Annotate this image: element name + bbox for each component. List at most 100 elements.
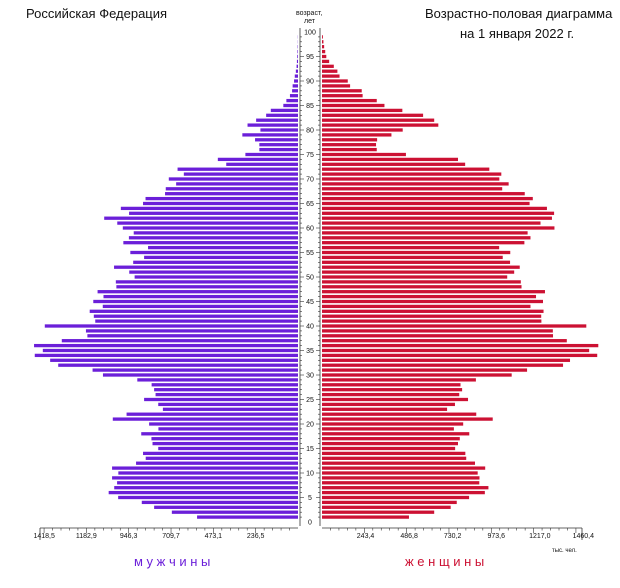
female-bar-age-17 — [322, 437, 460, 441]
female-bar-age-67 — [322, 192, 525, 196]
male-bar-age-55 — [130, 250, 298, 255]
female-bar-age-16 — [322, 441, 458, 446]
male-bar-age-34 — [34, 353, 298, 358]
male-bar-age-46 — [103, 294, 298, 299]
age-axis-label-unit: лет — [304, 18, 315, 25]
male-bar-age-68 — [165, 187, 298, 191]
female-tick-label: 730,2 — [444, 533, 462, 540]
male-bar-age-9 — [112, 476, 298, 480]
male-bar-age-33 — [50, 358, 298, 362]
female-bar-age-2 — [322, 510, 435, 514]
male-bar-age-84 — [270, 108, 298, 113]
male-tick-label: 1182,9 — [76, 533, 97, 540]
male-bar-age-30 — [102, 373, 299, 377]
female-bar-age-90 — [322, 79, 348, 83]
female-bar-age-64 — [322, 206, 547, 211]
female-bar-age-60 — [322, 226, 555, 230]
female-bar-age-22 — [322, 412, 477, 416]
male-bar-age-90 — [294, 79, 298, 83]
female-bar-age-70 — [322, 177, 500, 181]
female-bar-age-71 — [322, 172, 502, 176]
age-tick-label: 60 — [306, 226, 314, 233]
female-bar-age-52 — [322, 265, 520, 269]
female-bar-age-30 — [322, 373, 512, 377]
male-bar-age-29 — [137, 378, 298, 382]
female-bar-age-8 — [322, 481, 480, 485]
legend-male: м у ж ч и н ы — [134, 554, 211, 569]
female-bar-age-23 — [322, 407, 448, 411]
male-bar-age-86 — [286, 98, 298, 103]
male-bar-age-93 — [296, 64, 298, 68]
age-tick-label: 0 — [308, 520, 312, 527]
female-bar-age-74 — [322, 157, 458, 162]
male-bar-age-22 — [126, 412, 298, 416]
male-bar-age-66 — [145, 196, 298, 201]
male-tick-label: 1418,5 — [33, 533, 55, 540]
male-bar-age-19 — [158, 427, 298, 431]
female-bar-age-45 — [322, 299, 543, 304]
male-bar-age-13 — [145, 456, 298, 460]
female-bar-age-66 — [322, 196, 533, 201]
female-bar-age-54 — [322, 255, 503, 260]
female-bar-age-40 — [322, 324, 587, 328]
male-bar-age-39 — [85, 329, 299, 333]
female-bar-age-37 — [322, 339, 567, 343]
male-bar-age-4 — [141, 500, 298, 505]
male-bar-age-72 — [177, 167, 298, 171]
female-bar-age-4 — [322, 500, 457, 505]
female-bar-age-33 — [322, 358, 571, 362]
male-bar-age-36 — [34, 343, 298, 348]
male-bar-age-58 — [128, 236, 298, 240]
age-tick-label: 10 — [306, 471, 314, 478]
male-bar-age-76 — [259, 147, 298, 152]
male-bar-age-82 — [256, 118, 298, 122]
female-bar-age-9 — [322, 476, 480, 480]
female-bar-age-63 — [322, 211, 555, 215]
male-bar-age-8 — [117, 481, 298, 485]
male-bar-age-41 — [95, 319, 299, 323]
male-bar-age-96 — [297, 49, 298, 54]
female-bar-age-24 — [322, 402, 455, 407]
female-bar-age-78 — [322, 138, 378, 142]
female-bar-age-87 — [322, 94, 363, 98]
female-bar-age-58 — [322, 236, 531, 240]
male-bar-age-28 — [151, 383, 298, 387]
male-bar-age-32 — [58, 363, 298, 367]
female-bar-age-89 — [322, 84, 351, 88]
male-bar-age-42 — [93, 314, 299, 318]
female-tick-label: 1217,0 — [529, 533, 551, 540]
chart-title: Возрастно-половая диаграмма — [425, 6, 613, 21]
value-axis: 1418,5 1182,9 946,3 709,7 473,1 236,5 243,4 486… — [33, 527, 594, 540]
male-bar-age-83 — [266, 113, 298, 117]
male-bar-age-74 — [217, 157, 298, 162]
male-bar-age-49 — [115, 280, 299, 284]
male-bar-age-14 — [143, 451, 298, 456]
female-bar-age-7 — [322, 486, 489, 490]
female-bar-age-95 — [322, 54, 327, 59]
female-bar-age-39 — [322, 329, 553, 333]
female-bar-age-3 — [322, 505, 451, 509]
male-bar-age-48 — [116, 285, 298, 289]
female-bar-age-86 — [322, 98, 377, 103]
age-tick-label: 75 — [306, 152, 314, 159]
male-bar-age-81 — [247, 123, 298, 127]
female-bar-age-6 — [322, 490, 485, 495]
male-bar-age-56 — [148, 245, 298, 250]
female-bar-age-42 — [322, 314, 542, 318]
male-tick-label: 946,3 — [120, 533, 138, 540]
female-bar-age-69 — [322, 182, 509, 186]
female-bar-age-98 — [322, 40, 324, 44]
female-bar-age-99 — [322, 35, 323, 39]
male-bar-age-44 — [102, 304, 298, 309]
male-bar-age-54 — [144, 255, 298, 260]
male-bar-age-3 — [154, 505, 298, 509]
male-bar-age-95 — [297, 54, 298, 59]
male-bar-age-80 — [260, 128, 298, 132]
male-bar-age-31 — [92, 368, 298, 372]
male-bar-age-63 — [129, 211, 298, 215]
female-bar-age-31 — [322, 368, 528, 372]
male-bar-age-89 — [292, 84, 298, 88]
male-bar-age-21 — [112, 417, 298, 421]
female-bar-age-13 — [322, 456, 467, 460]
